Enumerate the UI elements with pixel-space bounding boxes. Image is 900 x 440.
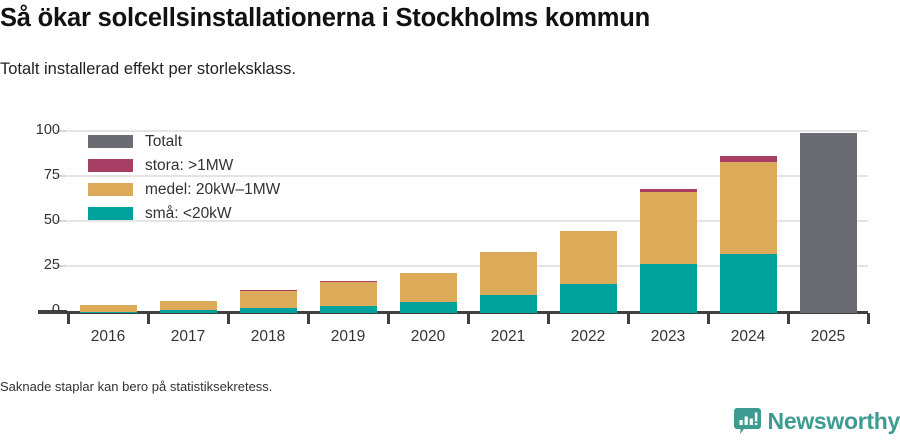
legend-item-totalt[interactable]: Totalt xyxy=(88,130,280,153)
x-tick-mark xyxy=(66,313,70,324)
x-tick-label-2017: 2017 xyxy=(170,328,206,345)
bar-group-2019[interactable] xyxy=(319,120,377,313)
bar-group-2025[interactable] xyxy=(799,120,857,313)
x-tick-label-2023: 2023 xyxy=(650,328,686,345)
bar-segment xyxy=(159,301,217,311)
legend-item-stora[interactable]: stora: >1MW xyxy=(88,154,280,177)
bar-segment xyxy=(319,280,377,283)
bar-group-2017[interactable] xyxy=(159,120,217,313)
bar-segment xyxy=(559,231,617,285)
bar-segment xyxy=(79,312,137,313)
bars-container xyxy=(68,118,868,313)
legend-swatch-stora xyxy=(88,159,133,172)
bar-chart-speech-bubble-icon xyxy=(733,407,761,435)
x-tick-mark xyxy=(786,313,790,324)
bar-segment xyxy=(399,302,457,313)
bar-segment xyxy=(559,284,617,313)
legend-item-sma[interactable]: små: <20kW xyxy=(88,202,280,225)
x-tick-mark xyxy=(306,313,310,324)
bar-segment xyxy=(319,305,377,313)
bar-group-2018[interactable] xyxy=(239,120,297,313)
chart-plot-area: 0 25 50 75 100 2016 2017 2018 2019 2020 2021 2022 2… xyxy=(0,118,900,345)
bar-segment xyxy=(79,304,137,313)
y-tick-label-50: 50 xyxy=(43,212,60,228)
legend-swatch-sma xyxy=(88,207,133,220)
bar-segment xyxy=(639,191,697,265)
gridline-75 xyxy=(68,175,868,177)
y-tick-mark-75 xyxy=(56,175,67,177)
bar-segment xyxy=(639,188,697,192)
bar-segment xyxy=(719,253,777,313)
bar-segment xyxy=(799,133,857,313)
gridline-50 xyxy=(68,220,868,222)
x-tick-mark xyxy=(866,313,870,324)
x-tick-mark xyxy=(466,313,470,324)
x-tick-mark xyxy=(386,313,390,324)
bar-segment xyxy=(479,251,537,295)
x-tick-label-2025: 2025 xyxy=(810,328,846,345)
bar-group-2021[interactable] xyxy=(479,120,537,313)
bar-group-2024[interactable] xyxy=(719,120,777,313)
legend-label-medel: medel: 20kW–1MW xyxy=(145,180,281,198)
bar-segment xyxy=(159,310,217,313)
y-tick-mark-25 xyxy=(56,265,67,267)
legend-label-totalt: Totalt xyxy=(145,132,183,150)
legend-label-sma: små: <20kW xyxy=(145,204,232,222)
chart-footnote: Saknade staplar kan bero på statistiksek… xyxy=(0,379,273,394)
bar-segment xyxy=(719,155,777,162)
legend-swatch-totalt xyxy=(88,135,133,148)
x-tick-label-2019: 2019 xyxy=(330,328,366,345)
x-tick-label-2024: 2024 xyxy=(730,328,766,345)
page-subtitle: Totalt installerad effekt per storlekskl… xyxy=(0,60,296,78)
bar-segment xyxy=(239,307,297,313)
bar-segment xyxy=(639,264,697,313)
y-tick-mark-100 xyxy=(56,130,67,132)
bar-segment xyxy=(319,282,377,306)
legend-swatch-medel xyxy=(88,183,133,196)
bar-segment xyxy=(719,161,777,254)
newsworthy-logo[interactable]: Newsworthy xyxy=(733,406,900,436)
y-tick-label-0: 0 xyxy=(51,302,60,318)
y-tick-mark-50 xyxy=(56,220,67,222)
bar-segment xyxy=(239,291,297,308)
bar-group-2020[interactable] xyxy=(399,120,457,313)
bar-group-2016[interactable] xyxy=(79,120,137,313)
x-tick-label-2020: 2020 xyxy=(410,328,446,345)
y-tick-label-25: 25 xyxy=(43,257,60,273)
legend-item-medel[interactable]: medel: 20kW–1MW xyxy=(88,178,280,201)
x-tick-label-2022: 2022 xyxy=(570,328,606,345)
x-tick-label-2021: 2021 xyxy=(490,328,526,345)
y-tick-label-100: 100 xyxy=(35,122,60,138)
x-tick-label-2016: 2016 xyxy=(90,328,126,345)
y-tick-label-75: 75 xyxy=(43,167,60,183)
x-tick-label-2018: 2018 xyxy=(250,328,286,345)
bar-group-2023[interactable] xyxy=(639,120,697,313)
bar-segment xyxy=(239,289,297,292)
x-tick-mark xyxy=(546,313,550,324)
newsworthy-wordmark: Newsworthy xyxy=(767,407,900,434)
legend-label-stora: stora: >1MW xyxy=(145,156,234,174)
chart-legend: Totalt stora: >1MW medel: 20kW–1MW små: … xyxy=(88,130,280,226)
x-tick-mark xyxy=(626,313,630,324)
x-tick-mark xyxy=(226,313,230,324)
bar-segment xyxy=(399,272,457,303)
bar-segment xyxy=(479,295,537,313)
bar-group-2022[interactable] xyxy=(559,120,617,313)
x-tick-mark xyxy=(146,313,150,324)
gridline-100 xyxy=(68,130,868,132)
page-title: Så ökar solcellsinstallationerna i Stock… xyxy=(0,4,650,32)
gridline-25 xyxy=(68,265,868,267)
x-tick-mark xyxy=(706,313,710,324)
